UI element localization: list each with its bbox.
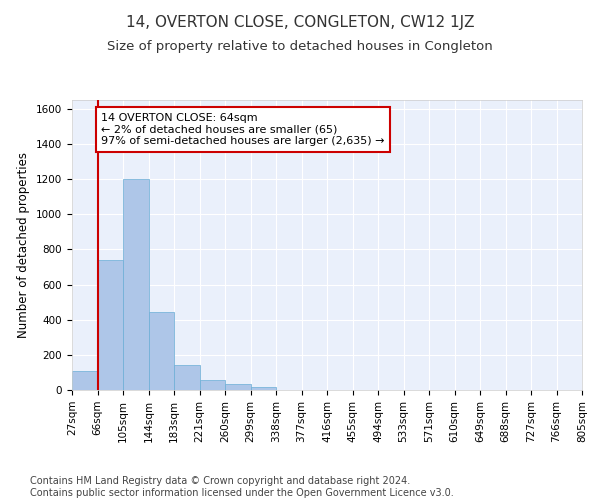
Text: Size of property relative to detached houses in Congleton: Size of property relative to detached ho… [107, 40, 493, 53]
Bar [123, 179, 149, 390]
Bar [97, 260, 123, 390]
Bar [225, 384, 251, 390]
Text: Contains HM Land Registry data © Crown copyright and database right 2024.
Contai: Contains HM Land Registry data © Crown c… [30, 476, 454, 498]
Text: 14 OVERTON CLOSE: 64sqm
← 2% of detached houses are smaller (65)
97% of semi-det: 14 OVERTON CLOSE: 64sqm ← 2% of detached… [101, 113, 385, 146]
Bar [174, 366, 199, 390]
Bar [72, 370, 97, 390]
Bar [199, 380, 225, 390]
Bar [149, 312, 174, 390]
Y-axis label: Number of detached properties: Number of detached properties [17, 152, 31, 338]
Text: 14, OVERTON CLOSE, CONGLETON, CW12 1JZ: 14, OVERTON CLOSE, CONGLETON, CW12 1JZ [126, 15, 474, 30]
Bar [251, 387, 276, 390]
